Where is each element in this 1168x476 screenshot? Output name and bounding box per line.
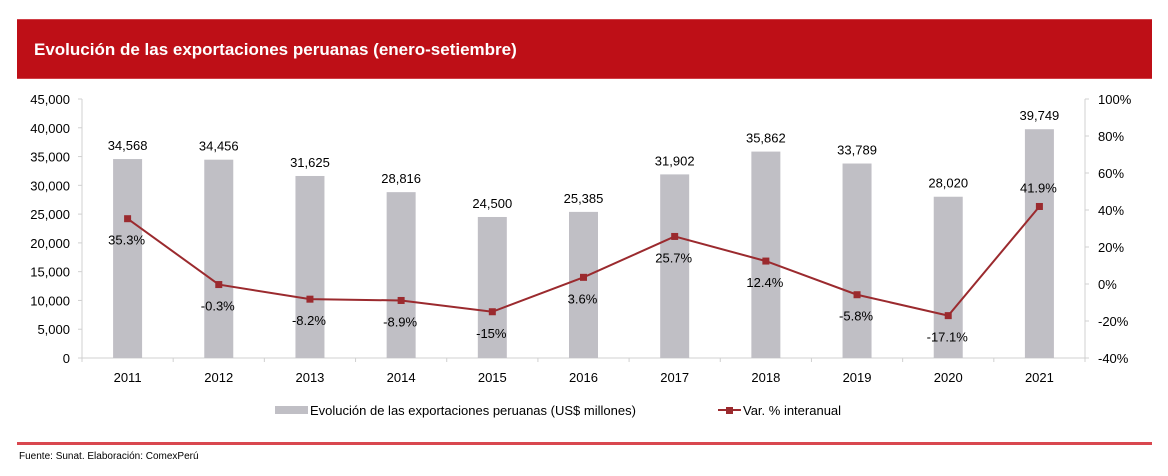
x-tick-label: 2016 bbox=[569, 370, 598, 385]
legend-line-label: Var. % interanual bbox=[743, 403, 841, 418]
line-marker bbox=[671, 232, 679, 240]
right-tick-label: 60% bbox=[1098, 166, 1124, 181]
bar-value-label: 34,568 bbox=[108, 138, 148, 153]
line-series bbox=[124, 202, 1043, 320]
left-tick-label: 10,000 bbox=[30, 293, 70, 308]
bar-value-label: 33,789 bbox=[837, 143, 877, 158]
bar bbox=[113, 159, 143, 358]
legend-line-marker bbox=[726, 407, 733, 414]
right-tick-label: 0% bbox=[1098, 277, 1117, 292]
left-tick-label: 15,000 bbox=[30, 265, 70, 280]
x-tick-label: 2019 bbox=[843, 370, 872, 385]
legend-bar-label: Evolución de las exportaciones peruanas … bbox=[310, 403, 636, 418]
line-marker bbox=[397, 296, 405, 304]
x-tick-label: 2011 bbox=[114, 370, 142, 385]
x-tick-label: 2015 bbox=[478, 370, 507, 385]
bar-value-label: 35,862 bbox=[746, 131, 786, 146]
right-tick-label: 20% bbox=[1098, 240, 1124, 255]
line-marker bbox=[488, 308, 496, 316]
line-value-label: -8.9% bbox=[383, 314, 417, 329]
line-value-label: -15% bbox=[476, 326, 507, 341]
bar-value-label: 24,500 bbox=[472, 196, 512, 211]
line-value-label: 25.7% bbox=[655, 250, 692, 265]
bar-value-label: 39,749 bbox=[1020, 108, 1060, 123]
legend: Evolución de las exportaciones peruanas … bbox=[275, 403, 841, 418]
left-tick-label: 45,000 bbox=[30, 92, 70, 107]
line-value-label: 3.6% bbox=[568, 291, 598, 306]
bar-value-label: 34,456 bbox=[199, 139, 239, 154]
bar bbox=[295, 175, 325, 358]
bar-value-label: 28,816 bbox=[381, 171, 421, 186]
right-tick-label: -40% bbox=[1098, 351, 1129, 366]
bar-series bbox=[113, 129, 1054, 358]
x-tick-label: 2012 bbox=[204, 370, 233, 385]
x-tick-label: 2021 bbox=[1025, 370, 1054, 385]
left-tick-label: 30,000 bbox=[30, 178, 70, 193]
x-tick-label: 2018 bbox=[751, 370, 780, 385]
footer-divider bbox=[17, 442, 1152, 445]
title-bar: Evolución de las exportaciones peruanas … bbox=[17, 19, 1152, 79]
right-tick-label: 100% bbox=[1098, 92, 1132, 107]
x-tick-label: 2017 bbox=[660, 370, 689, 385]
bar bbox=[660, 174, 690, 358]
line-value-label: -5.8% bbox=[839, 309, 873, 324]
line-marker bbox=[762, 257, 770, 265]
line-marker bbox=[215, 281, 223, 289]
bar bbox=[386, 192, 416, 358]
line-value-label: 35.3% bbox=[108, 233, 145, 248]
x-tick-label: 2014 bbox=[387, 370, 416, 385]
right-tick-label: 80% bbox=[1098, 129, 1124, 144]
line-value-label: -8.2% bbox=[292, 313, 326, 328]
bar bbox=[842, 163, 872, 358]
bar bbox=[204, 159, 234, 358]
data-labels: 34,568 34,456 31,625 28,816 24,500 25,385 31,9… bbox=[108, 108, 1060, 344]
x-tick-label: 2020 bbox=[934, 370, 963, 385]
bar-value-label: 28,020 bbox=[928, 176, 968, 191]
line-marker bbox=[944, 312, 952, 320]
bar bbox=[751, 151, 781, 358]
x-tick-label: 2013 bbox=[295, 370, 324, 385]
line-marker bbox=[306, 295, 314, 303]
left-tick-label: 40,000 bbox=[30, 121, 70, 136]
line-marker bbox=[1035, 202, 1043, 210]
line-marker bbox=[853, 291, 861, 299]
line-value-label: -0.3% bbox=[201, 299, 235, 314]
chart: 0 5,000 10,000 15,000 20,000 25,000 30,000 35,0… bbox=[30, 92, 1131, 418]
left-tick-label: 5,000 bbox=[37, 322, 70, 337]
legend-bar-swatch bbox=[275, 406, 308, 414]
left-tick-label: 35,000 bbox=[30, 150, 70, 165]
bar-value-label: 31,625 bbox=[290, 155, 330, 170]
bar bbox=[933, 196, 963, 358]
line-value-label: -17.1% bbox=[927, 330, 969, 345]
bar bbox=[477, 216, 507, 358]
line-value-label: 41.9% bbox=[1020, 180, 1057, 195]
line-marker bbox=[124, 215, 132, 223]
line-marker bbox=[580, 273, 587, 281]
right-tick-label: -20% bbox=[1098, 314, 1129, 329]
line-value-label: 12.4% bbox=[746, 275, 783, 290]
bar-value-label: 25,385 bbox=[564, 191, 604, 206]
right-tick-label: 40% bbox=[1098, 203, 1124, 218]
chart-title: Evolución de las exportaciones peruanas … bbox=[34, 40, 517, 59]
left-tick-label: 0 bbox=[63, 351, 70, 366]
bar-value-label: 31,902 bbox=[655, 153, 695, 168]
left-tick-label: 20,000 bbox=[30, 236, 70, 251]
bar bbox=[1024, 129, 1054, 358]
left-tick-label: 25,000 bbox=[30, 207, 70, 222]
bar bbox=[569, 211, 598, 358]
footer-source: Fuente: Sunat. Elaboración: ComexPerú bbox=[19, 451, 199, 462]
axes: 0 5,000 10,000 15,000 20,000 25,000 30,000 35,0… bbox=[30, 92, 1131, 385]
